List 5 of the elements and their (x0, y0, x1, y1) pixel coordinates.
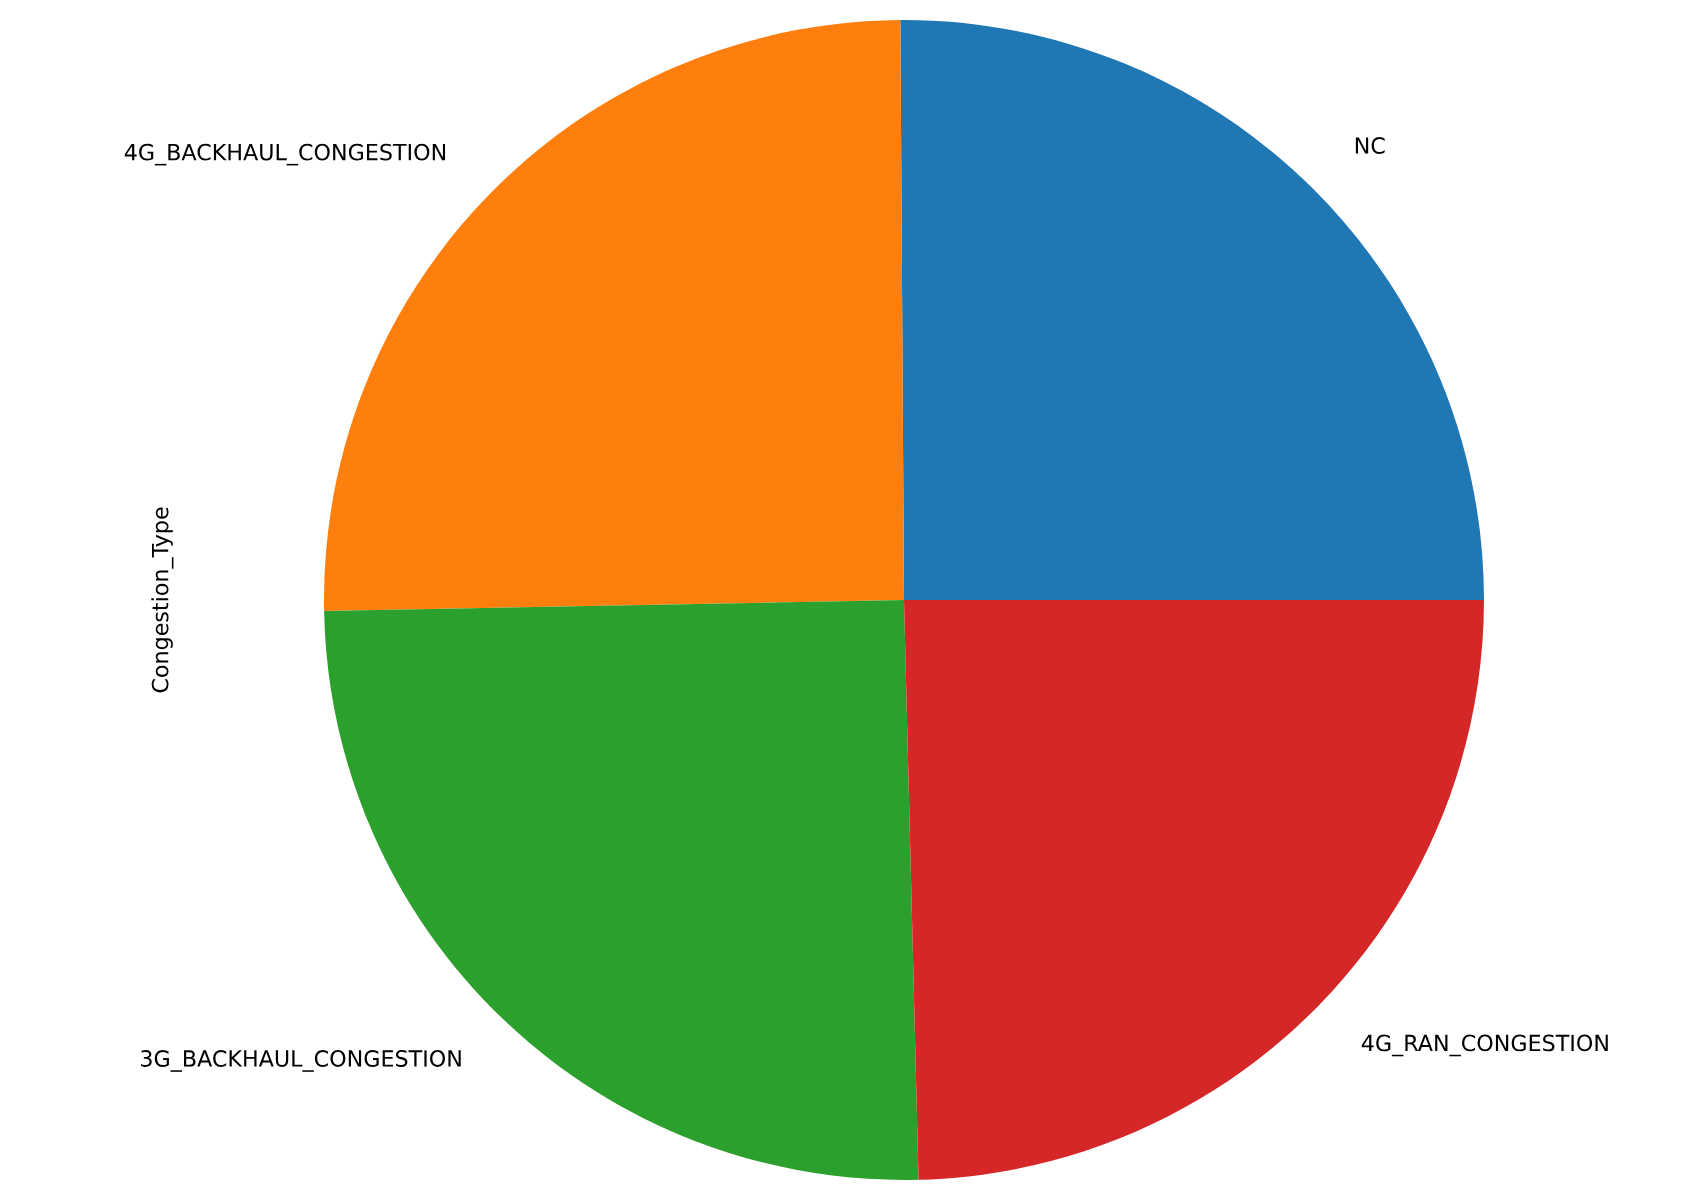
slice-label: 4G_BACKHAUL_CONGESTION (124, 143, 446, 166)
text: Congestion_Type (151, 507, 174, 693)
slice-label: NC (1355, 137, 1385, 154)
slice-label: 3G_BACKHAUL_CONGESTION (141, 1050, 461, 1072)
slice-label: 4G_RAN_CONGESTION (1361, 1034, 1608, 1057)
